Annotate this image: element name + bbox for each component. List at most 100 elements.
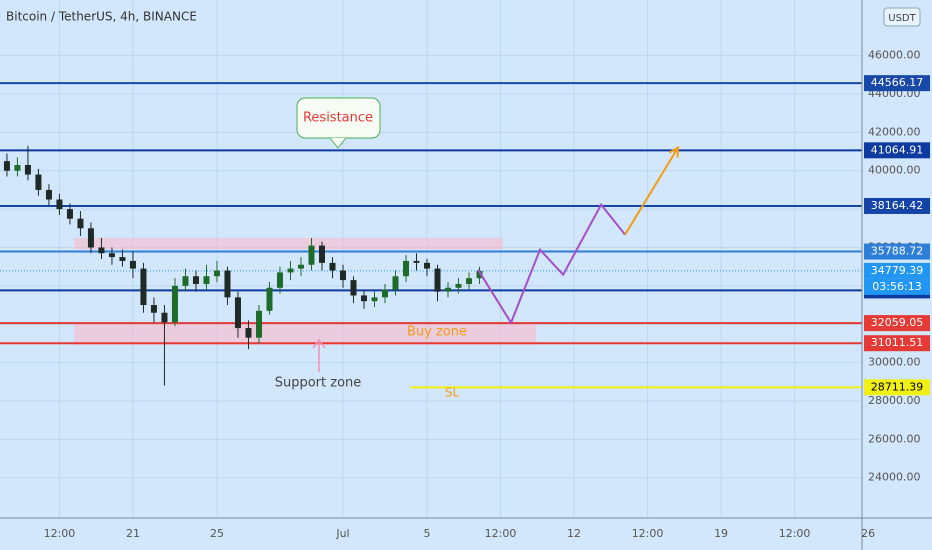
support-arrow-head: [312, 338, 326, 349]
level-label-box: [864, 75, 930, 92]
currency-box[interactable]: [883, 7, 921, 27]
chart-title: Bitcoin / TetherUS, 4h, BINANCE: [6, 10, 197, 24]
candle-body: [476, 270, 483, 279]
y-tick-label: 46000.00: [868, 49, 921, 62]
level-label: 28711.39: [871, 380, 924, 393]
candle-body: [255, 310, 262, 338]
y-tick-label: 30000.00: [868, 356, 921, 369]
candle-body: [45, 189, 52, 200]
candle-body: [392, 276, 399, 290]
y-tick-label: 28000.00: [868, 394, 921, 407]
candle-body: [434, 268, 441, 292]
level-label-box: [864, 197, 930, 214]
candle-body: [424, 262, 431, 269]
x-tick-label: 12:00: [779, 527, 811, 540]
x-tick-label: 12:00: [485, 527, 517, 540]
level-label-box: [864, 142, 930, 159]
sl-label: SL: [445, 386, 460, 400]
candle-body: [3, 161, 10, 171]
candle-body: [224, 270, 231, 298]
candle-body: [245, 328, 252, 338]
x-tick-label: 25: [210, 527, 224, 540]
candle-body: [339, 270, 346, 281]
level-label: 32059.05: [871, 316, 924, 329]
projection-line: [477, 202, 626, 325]
candle-body: [382, 289, 389, 298]
candle-body: [371, 297, 378, 302]
buy-zone-label: Buy zone: [407, 325, 467, 340]
candle-body: [455, 283, 462, 288]
candle-body: [129, 260, 136, 269]
countdown-label: 03:56:13: [872, 280, 921, 293]
x-tick-label: 12: [567, 527, 581, 540]
level-label: 44566.17: [871, 76, 924, 89]
candle-body: [329, 262, 336, 271]
support-label: Support zone: [275, 376, 362, 391]
x-tick-label: 12:00: [44, 527, 76, 540]
candle-body: [276, 272, 283, 288]
currency: USDT: [888, 13, 916, 24]
candle-body: [24, 164, 31, 175]
plot: [0, 82, 862, 389]
y-tick-label: 24000.00: [868, 471, 921, 484]
candle-body: [150, 305, 157, 313]
axes: 24000.0026000.0028000.0030000.0032000.00…: [44, 49, 930, 540]
candle-body: [213, 270, 220, 277]
candle-body: [403, 260, 410, 277]
candle-body: [119, 257, 126, 261]
level-label: 38164.42: [871, 199, 924, 212]
level-label-box: [864, 379, 930, 396]
candle-body: [266, 287, 273, 311]
candle-body: [287, 268, 294, 273]
y-tick-label: 40000.00: [868, 164, 921, 177]
zone: [74, 237, 503, 250]
candle-body: [98, 247, 105, 254]
candle-body: [297, 264, 304, 269]
level-label: 35788.72: [871, 245, 924, 258]
candle-body: [192, 276, 199, 284]
x-tick-label: 5: [424, 527, 431, 540]
last-price-label: 34779.39: [871, 264, 924, 277]
candle-body: [182, 276, 189, 286]
level-label: 41064.91: [871, 143, 924, 156]
candle-body: [308, 245, 315, 265]
candle-body: [161, 312, 168, 323]
candle-body: [140, 268, 147, 306]
candle-body: [234, 297, 241, 329]
x-tick-label: 12:00: [632, 527, 664, 540]
level-label-box: [864, 243, 930, 260]
last-price-label-box: [864, 262, 930, 279]
candle-body: [445, 287, 452, 292]
x-tick-label: Jul: [335, 527, 349, 540]
projection-line: [624, 147, 679, 236]
candle-body: [108, 253, 115, 258]
candle-body: [203, 276, 210, 284]
resistance-label: Resistance: [303, 111, 373, 126]
candle-body: [350, 280, 357, 296]
level-label-box: [864, 315, 930, 332]
x-tick-label: 19: [714, 527, 728, 540]
candle-body: [66, 209, 73, 219]
candle-body: [413, 260, 420, 263]
arrow-head: [668, 145, 680, 158]
grid: [0, 0, 862, 518]
candle-body: [35, 174, 42, 190]
candle-body: [171, 285, 178, 323]
y-tick-label: 26000.00: [868, 432, 921, 445]
candle-body: [360, 295, 367, 302]
candle-body: [56, 199, 63, 210]
x-tick-label: 21: [126, 527, 140, 540]
callout-tail: [329, 137, 347, 149]
candle-body: [87, 228, 94, 248]
level-label: 31011.51: [871, 336, 924, 349]
y-tick-label: 42000.00: [868, 125, 921, 138]
candle-body: [466, 278, 473, 284]
countdown-label-box: [864, 278, 930, 295]
candle-body: [77, 218, 84, 229]
zone: [74, 322, 537, 345]
candle-body: [14, 164, 21, 171]
x-tick-label: 26: [861, 527, 875, 540]
level-label-box: [864, 335, 930, 352]
